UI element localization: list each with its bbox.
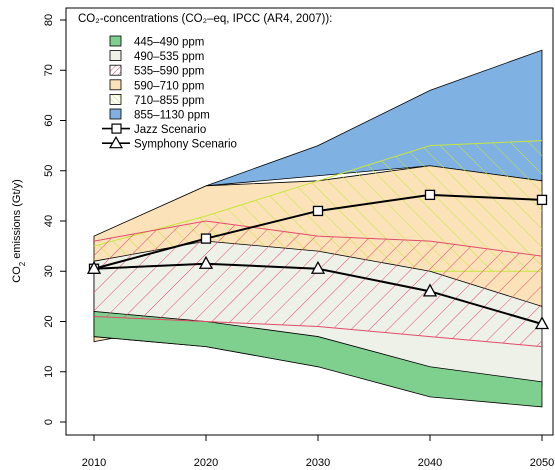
legend-item-symphony-scenario-marker	[108, 135, 124, 149]
y-tick-label: 20	[43, 315, 55, 327]
legend-item-445-490-ppm-label: 445–490 ppm	[134, 37, 204, 49]
series-jazz-scenario-point	[536, 194, 548, 206]
y-tick-label: 50	[43, 165, 55, 177]
legend-item-490-535-ppm-swatch	[109, 50, 122, 61]
y-tick-label: 40	[43, 215, 55, 227]
y-tick-label: 30	[43, 265, 55, 277]
legend-item-490-535-ppm-label: 490–535 ppm	[134, 51, 204, 63]
legend-item-490-535-ppm: 490–535 ppm	[109, 50, 204, 63]
legend-item-710-855-ppm-label: 710–855 ppm	[134, 95, 204, 107]
legend-item-855-1130-ppm-swatch	[109, 108, 122, 120]
band-535-590-ppm	[94, 221, 542, 347]
legend-title: CO₂-concentrations (CO₂–eq, IPCC (AR4, 2…	[78, 13, 332, 25]
legend-item-jazz-scenario-label: Jazz Scenario	[134, 124, 206, 136]
legend-item-jazz-scenario-marker	[111, 123, 122, 134]
legend-item-535-590-ppm: 535–590 ppm	[109, 64, 204, 78]
y-tick-label: 80	[43, 14, 55, 26]
x-tick-label: 2040	[418, 457, 442, 469]
legend-item-jazz-scenario: Jazz Scenario	[102, 123, 206, 136]
legend-item-445-490-ppm-swatch	[109, 35, 122, 47]
x-tick-label: 2030	[306, 457, 330, 469]
legend-item-710-855-ppm-swatch	[109, 94, 122, 105]
x-tick-label: 2020	[194, 457, 218, 469]
band-535-590-ppm-lower-edge	[93, 315, 543, 348]
series-symphony-scenario-point	[534, 316, 550, 330]
series-layer	[86, 189, 550, 330]
legend-item-symphony-scenario-label: Symphony Scenario	[134, 139, 237, 151]
series-jazz-scenario-point	[312, 205, 324, 217]
series-symphony-scenario-point	[310, 260, 326, 274]
series-symphony-scenario-point	[198, 255, 214, 269]
legend-item-590-710-ppm-label: 590–710 ppm	[134, 80, 204, 92]
y-tick-label: 70	[43, 64, 55, 76]
series-jazz-scenario-point	[200, 233, 212, 244]
legend-item-590-710-ppm-swatch	[109, 79, 122, 91]
legend-item-symphony-scenario: Symphony Scenario	[102, 135, 237, 151]
y-tick-label: 0	[43, 419, 55, 425]
legend-item-710-855-ppm: 710–855 ppm	[109, 94, 204, 107]
legend-item-535-590-ppm-label: 535–590 ppm	[134, 66, 204, 78]
y-tick-label: 60	[43, 114, 55, 126]
band-445-490-ppm	[93, 311, 543, 408]
y-tick-label: 10	[43, 366, 55, 378]
x-tick-label: 2010	[82, 457, 106, 469]
series-symphony-scenario-point	[86, 260, 102, 274]
y-axis-label: CO2 emissions (Gt/y)	[11, 179, 27, 282]
series-jazz-scenario-point	[424, 189, 436, 201]
legend-item-535-590-ppm-swatch	[109, 64, 122, 76]
legend-item-855-1130-ppm: 855–1130 ppm	[109, 108, 210, 122]
legend-item-855-1130-ppm-label: 855–1130 ppm	[134, 110, 210, 122]
legend-item-445-490-ppm: 445–490 ppm	[109, 35, 204, 49]
series-symphony-scenario-point	[422, 283, 438, 297]
legend: CO₂-concentrations (CO₂–eq, IPCC (AR4, 2…	[78, 13, 332, 151]
x-tick-label: 2050	[530, 457, 554, 469]
band-535-590-ppm-upper-edge	[93, 220, 543, 257]
legend-item-590-710-ppm: 590–710 ppm	[109, 79, 204, 92]
band-710-855-ppm-upper-edge	[93, 140, 543, 247]
